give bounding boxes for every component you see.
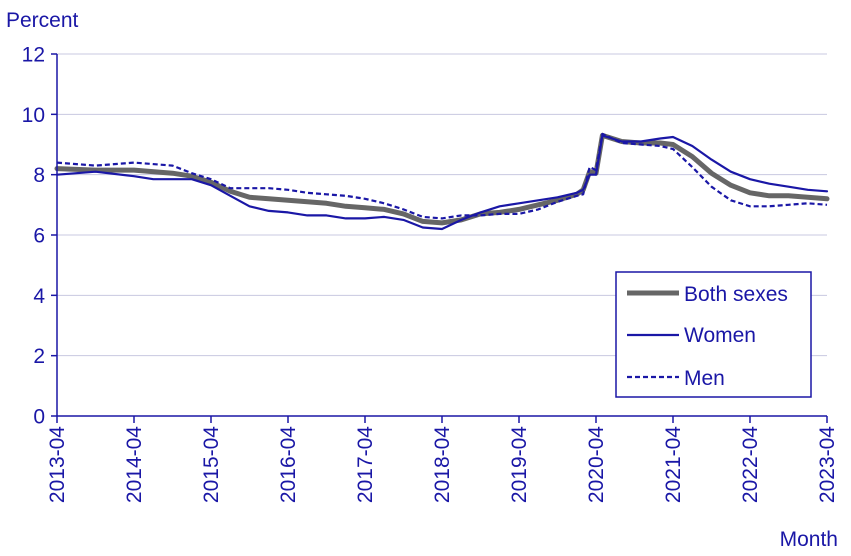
y-tick-label: 0	[33, 406, 45, 429]
y-tick-label: 4	[33, 285, 45, 308]
x-tick-label: 2014-04	[123, 426, 146, 503]
x-tick-label: 2021-04	[662, 426, 685, 503]
x-tick-label: 2018-04	[431, 426, 454, 503]
x-tick-label: 2020-04	[585, 426, 608, 503]
x-tick-label: 2019-04	[508, 426, 531, 503]
y-tick-label: 2	[33, 345, 45, 368]
y-tick-label: 6	[33, 225, 45, 248]
series-line-both-sexes	[54, 132, 830, 226]
x-axis-title: Month	[780, 528, 838, 551]
x-tick-label: 2017-04	[354, 426, 377, 503]
x-axis-ticks: 2013-04 2014-04 2015-04 2016-04 2017-04 2018-…	[46, 416, 839, 503]
series-line-women	[55, 134, 829, 231]
x-tick-label: 2015-04	[200, 426, 223, 503]
legend-label-both-sexes: Both sexes	[684, 283, 788, 306]
legend: Both sexes Women Men	[615, 271, 812, 398]
y-tick-label: 12	[22, 44, 45, 67]
legend-label-men: Men	[684, 367, 725, 390]
x-tick-label: 2016-04	[277, 426, 300, 503]
x-tick-label: 2022-04	[739, 426, 762, 503]
series-lines	[54, 132, 830, 231]
y-tick-label: 8	[33, 164, 45, 187]
legend-label-women: Women	[684, 324, 756, 347]
y-axis-title: Percent	[6, 9, 79, 32]
series-line-men	[56, 132, 828, 220]
x-tick-label: 2023-04	[816, 426, 839, 503]
x-tick-label: 2013-04	[46, 426, 69, 503]
y-axis-ticks: 0 2 4 6 8 10 12	[22, 44, 57, 429]
y-tick-label: 10	[22, 104, 45, 127]
